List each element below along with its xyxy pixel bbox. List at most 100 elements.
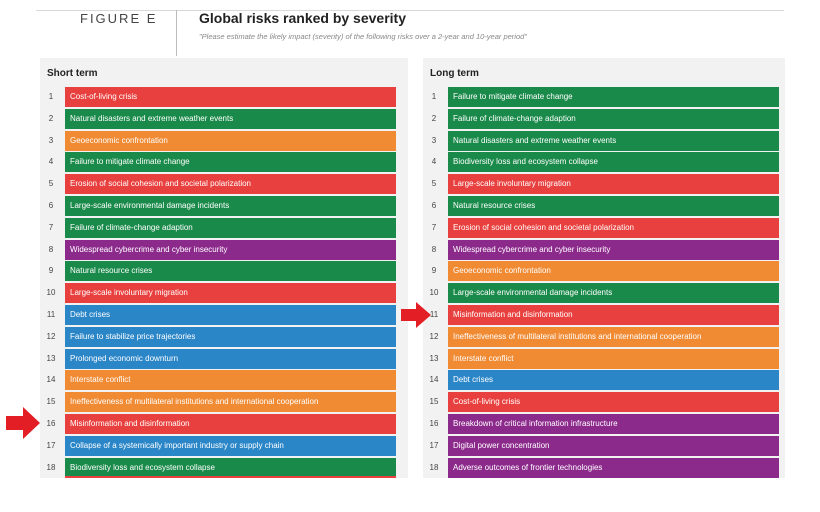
rank-number: 18 bbox=[429, 462, 439, 472]
rank-number: 13 bbox=[46, 353, 56, 363]
long-term-row: 7 Erosion of social cohesion and societal… bbox=[423, 217, 785, 238]
short-term-bottom-strip bbox=[65, 476, 396, 478]
short-term-row: 12 Failure to stabilize price trajectorie… bbox=[40, 326, 408, 347]
rank-number: 1 bbox=[48, 92, 54, 101]
rank-number: 1 bbox=[431, 92, 437, 101]
rank-number: 6 bbox=[431, 201, 437, 210]
short-term-row: 13 Prolonged economic downturn bbox=[40, 348, 408, 369]
risk-bar: Adverse outcomes of frontier technologie… bbox=[448, 457, 779, 478]
risk-bar: Failure of climate-change adaption bbox=[448, 108, 779, 129]
long-term-row: 12 Ineffectiveness of multilateral instit… bbox=[423, 326, 785, 347]
rank-number: 16 bbox=[46, 419, 56, 428]
risk-bar: Ineffectiveness of multilateral institut… bbox=[448, 326, 779, 347]
risk-bar: Erosion of social cohesion and societal … bbox=[65, 174, 396, 195]
rank-number: 10 bbox=[46, 288, 56, 298]
short-term-panel: Short term 1 Cost-of-living crisis 2 Natura… bbox=[40, 58, 408, 478]
risk-bar: Natural resource crises bbox=[448, 196, 779, 216]
short-term-row: 10 Large-scale involuntary migration bbox=[40, 283, 408, 304]
long-term-heading: Long term bbox=[430, 68, 479, 79]
top-rule bbox=[36, 10, 784, 11]
risk-bar: Natural disasters and extreme weather ev… bbox=[448, 130, 779, 151]
risk-bar: Interstate conflict bbox=[65, 370, 396, 391]
risk-bar: Ineffectiveness of multilateral institut… bbox=[65, 392, 396, 413]
risk-bar: Erosion of social cohesion and societal … bbox=[448, 217, 779, 238]
rank-number: 12 bbox=[429, 331, 439, 341]
rank-number: 5 bbox=[48, 179, 54, 189]
rank-number: 10 bbox=[429, 288, 439, 298]
rank-number: 15 bbox=[429, 397, 439, 407]
short-term-row: 4 Failure to mitigate climate change bbox=[40, 152, 408, 173]
rank-number: 4 bbox=[48, 157, 54, 167]
rank-number: 6 bbox=[48, 201, 54, 210]
long-term-row: 5 Large-scale involuntary migration bbox=[423, 174, 785, 195]
long-term-row: 3 Natural disasters and extreme weather e… bbox=[423, 130, 785, 151]
long-term-row: 4 Biodiversity loss and ecosystem collaps… bbox=[423, 152, 785, 173]
long-term-row: 6 Natural resource crises bbox=[423, 196, 785, 216]
short-term-row: 17 Collapse of a systemically important i… bbox=[40, 435, 408, 456]
short-term-row: 18 Biodiversity loss and ecosystem collap… bbox=[40, 457, 408, 478]
page-title: Global risks ranked by severity bbox=[199, 10, 406, 26]
short-term-row: 1 Cost-of-living crisis bbox=[40, 87, 408, 107]
rank-number: 7 bbox=[431, 222, 437, 232]
long-term-row: 16 Breakdown of critical information infr… bbox=[423, 414, 785, 434]
risk-bar: Large-scale involuntary migration bbox=[448, 174, 779, 195]
rank-number: 11 bbox=[46, 310, 56, 319]
highlight-arrow-icon bbox=[6, 407, 40, 439]
rank-number: 11 bbox=[429, 310, 439, 319]
risk-bar: Geoeconomic confrontation bbox=[65, 130, 396, 151]
short-term-row: 11 Debt crises bbox=[40, 305, 408, 325]
long-term-row: 2 Failure of climate-change adaption bbox=[423, 108, 785, 129]
long-term-row: 9 Geoeconomic confrontation bbox=[423, 261, 785, 282]
risk-bar: Large-scale environmental damage inciden… bbox=[448, 283, 779, 304]
risk-bar: Large-scale environmental damage inciden… bbox=[65, 196, 396, 216]
long-term-panel: Long term 1 Failure to mitigate climate c… bbox=[423, 58, 785, 478]
risk-bar: Natural disasters and extreme weather ev… bbox=[65, 108, 396, 129]
short-term-row: 2 Natural disasters and extreme weather e… bbox=[40, 108, 408, 129]
risk-bar: Collapse of a systemically important ind… bbox=[65, 435, 396, 456]
risk-bar: Biodiversity loss and ecosystem collapse bbox=[65, 457, 396, 478]
risk-bar: Cost-of-living crisis bbox=[448, 392, 779, 413]
long-term-row: 18 Adverse outcomes of frontier technolog… bbox=[423, 457, 785, 478]
rank-number: 8 bbox=[431, 244, 437, 254]
rank-number: 17 bbox=[46, 440, 56, 450]
risk-bar: Cost-of-living crisis bbox=[65, 87, 396, 107]
rank-number: 12 bbox=[46, 331, 56, 341]
header-divider bbox=[176, 10, 177, 56]
short-term-row: 8 Widespread cybercrime and cyber insecur… bbox=[40, 239, 408, 260]
rank-number: 5 bbox=[431, 179, 437, 189]
short-term-heading: Short term bbox=[47, 68, 98, 79]
risk-bar: Failure to stabilize price trajectories bbox=[65, 326, 396, 347]
risk-bar: Failure to mitigate climate change bbox=[448, 87, 779, 107]
rank-number: 4 bbox=[431, 157, 437, 167]
risk-bar: Failure of climate-change adaption bbox=[65, 217, 396, 238]
rank-number: 3 bbox=[431, 135, 437, 145]
long-term-row: 13 Interstate conflict bbox=[423, 348, 785, 369]
risk-bar: Geoeconomic confrontation bbox=[448, 261, 779, 282]
risk-bar: Failure to mitigate climate change bbox=[65, 152, 396, 173]
long-term-row: 8 Widespread cybercrime and cyber insecur… bbox=[423, 239, 785, 260]
long-term-bottom-strip bbox=[448, 476, 779, 478]
long-term-row: 15 Cost-of-living crisis bbox=[423, 392, 785, 413]
rank-number: 8 bbox=[48, 244, 54, 254]
risk-bar: Interstate conflict bbox=[448, 348, 779, 369]
risk-bar: Natural resource crises bbox=[65, 261, 396, 282]
rank-number: 9 bbox=[48, 266, 54, 276]
long-term-row: 11 Misinformation and disinformation bbox=[423, 305, 785, 325]
risk-bar: Misinformation and disinformation bbox=[448, 305, 779, 325]
risk-bar: Widespread cybercrime and cyber insecuri… bbox=[65, 239, 396, 260]
short-term-row: 6 Large-scale environmental damage incide… bbox=[40, 196, 408, 216]
rank-number: 7 bbox=[48, 222, 54, 232]
short-term-row: 14 Interstate conflict bbox=[40, 370, 408, 391]
rank-number: 9 bbox=[431, 266, 437, 276]
short-term-row: 3 Geoeconomic confrontation bbox=[40, 130, 408, 151]
risk-bar: Widespread cybercrime and cyber insecuri… bbox=[448, 239, 779, 260]
long-term-row: 1 Failure to mitigate climate change bbox=[423, 87, 785, 107]
risk-bar: Debt crises bbox=[65, 305, 396, 325]
short-term-row: 7 Failure of climate-change adaption bbox=[40, 217, 408, 238]
risk-bar: Breakdown of critical information infras… bbox=[448, 414, 779, 434]
risk-bar: Biodiversity loss and ecosystem collapse bbox=[448, 152, 779, 173]
risk-bar: Large-scale involuntary migration bbox=[65, 283, 396, 304]
rank-number: 2 bbox=[431, 113, 437, 123]
rank-number: 14 bbox=[46, 375, 56, 385]
risk-bar: Misinformation and disinformation bbox=[65, 414, 396, 434]
